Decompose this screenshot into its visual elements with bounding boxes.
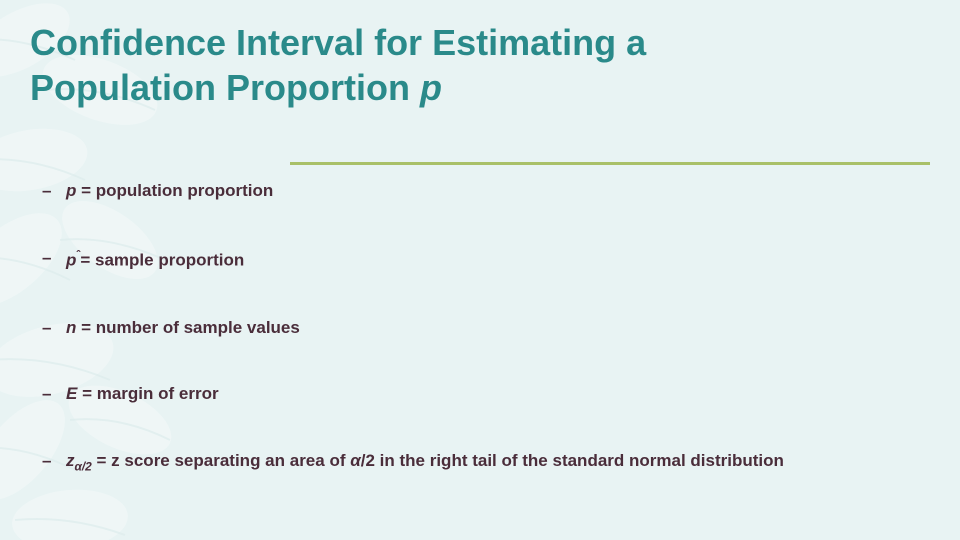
var-z: z xyxy=(66,451,75,470)
slide-title: Confidence Interval for Estimating a Pop… xyxy=(30,20,930,110)
bullet-n: n = number of sample values xyxy=(42,317,930,340)
title-line1: Confidence Interval for Estimating a xyxy=(30,22,646,63)
var-p: p xyxy=(66,181,76,200)
bullet-phat: pˆ= sample proportion xyxy=(42,247,930,273)
var-n: n xyxy=(66,318,76,337)
var-phat: p xyxy=(66,251,76,270)
def-n: = number of sample values xyxy=(76,318,299,337)
title-var-p: p xyxy=(420,67,442,108)
bullet-z: zα/2 = z score separating an area of α/2… xyxy=(42,450,930,474)
def-z-tail: /2 in the right tail of the standard nor… xyxy=(361,451,784,470)
def-z-pre: = z score separating an area of xyxy=(92,451,350,470)
z-subscript: α/2 xyxy=(75,460,92,474)
bullet-p: p = population proportion xyxy=(42,180,930,203)
alpha-mid: α xyxy=(350,451,361,470)
content-area: p = population proportion pˆ= sample pro… xyxy=(42,180,930,475)
def-phat: = sample proportion xyxy=(80,251,244,270)
def-e: = margin of error xyxy=(77,384,218,403)
slide: Confidence Interval for Estimating a Pop… xyxy=(0,0,960,540)
divider-line xyxy=(290,162,930,165)
title-line2-prefix: Population Proportion xyxy=(30,67,420,108)
def-p: = population proportion xyxy=(76,181,273,200)
var-e: E xyxy=(66,384,77,403)
definition-list: p = population proportion pˆ= sample pro… xyxy=(42,180,930,475)
bullet-e: E = margin of error xyxy=(42,383,930,406)
